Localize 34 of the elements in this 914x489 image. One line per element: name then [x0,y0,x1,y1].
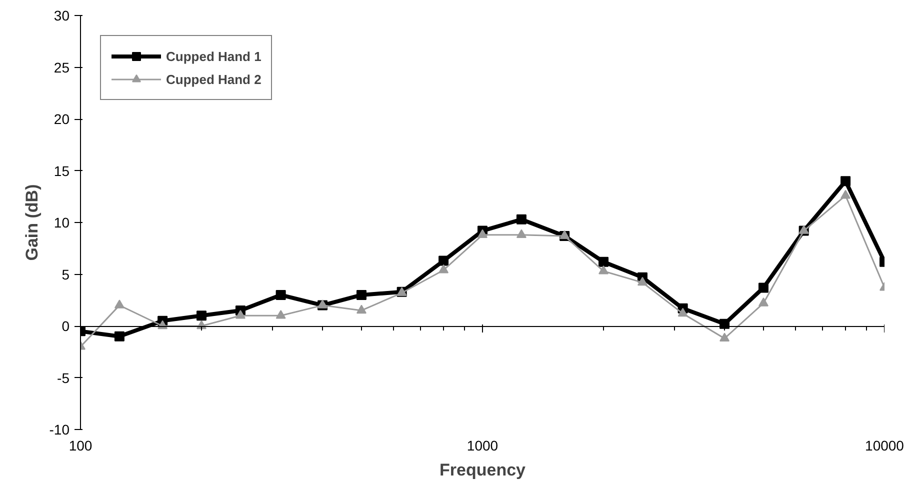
point [356,304,366,314]
y-tick-label: -10 [49,422,70,438]
point [758,282,768,293]
y-tick-label: 30 [54,8,70,24]
y-tick-label: 20 [54,111,70,127]
y-tick-label: 10 [54,214,70,230]
point [196,310,207,321]
y-axis-title: Gain (dB) [22,184,42,261]
y-tick-label: -5 [57,370,70,386]
x-tick-label: 10000 [865,438,904,454]
x-axis-title: Frequency [440,460,526,480]
point [720,332,730,342]
point [276,290,286,300]
point [678,308,688,317]
legend-label: Cupped Hand 2 [166,72,262,86]
point [356,290,366,300]
point [276,310,286,319]
y-tick-label: 0 [62,318,70,334]
x-tick-label: 100 [68,438,92,454]
point [438,256,449,266]
legend-label: Cupped Hand 1 [166,48,262,64]
x-tick-label: 1000 [466,438,498,454]
y-tick-label: 15 [54,162,70,179]
y-tick-label: 25 [54,59,70,76]
point [516,229,526,238]
y-tick-label: 5 [62,266,70,282]
point [438,264,449,274]
point [637,276,648,286]
point [598,256,609,267]
point [235,310,246,319]
point [758,298,768,306]
point [598,265,609,274]
point [478,229,488,238]
point [516,214,526,224]
